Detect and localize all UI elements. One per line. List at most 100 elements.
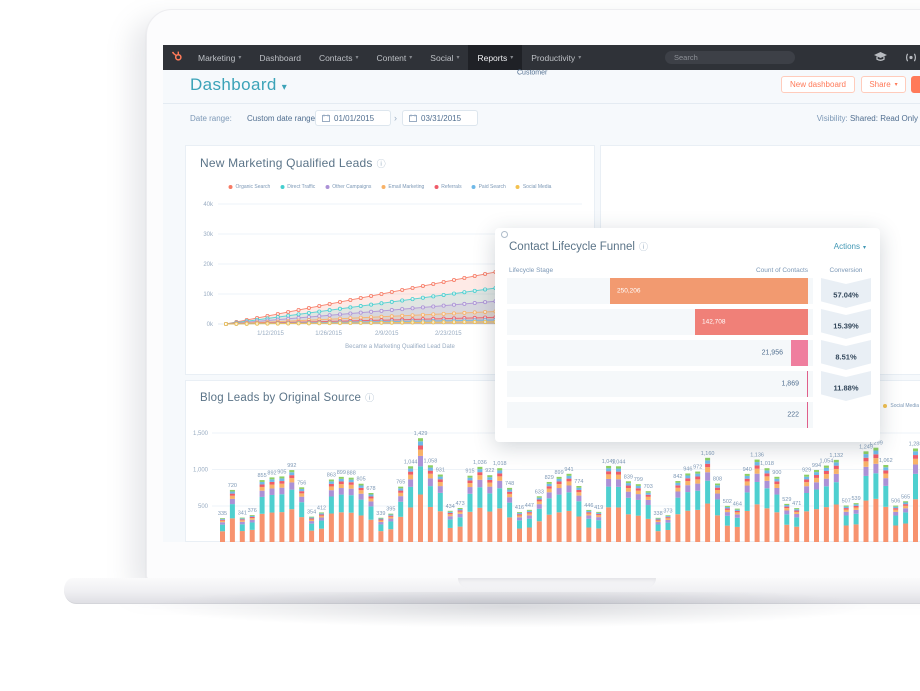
bar-segment (685, 478, 691, 482)
beacon-icon[interactable] (903, 51, 919, 69)
series-marker (348, 305, 353, 310)
nav-item-marketing[interactable]: Marketing ▾ (189, 45, 250, 70)
date-range-preset-dropdown[interactable]: Custom date range▾ (247, 114, 321, 123)
bar-segment (724, 508, 730, 510)
legend-item-organic-search[interactable]: Organic Search (228, 184, 270, 190)
bar-segment (289, 472, 295, 476)
bar-segment (358, 499, 364, 516)
bar-value-label: 929 (802, 468, 811, 474)
funnel-actions-dropdown[interactable]: Actions ▾ (834, 242, 866, 251)
bar-segment (635, 494, 641, 500)
bar-value-label: 1,299 (869, 441, 883, 447)
new-dashboard-button[interactable]: New dashboard (781, 76, 855, 93)
series-marker (420, 312, 425, 317)
info-icon[interactable]: ⓘ (638, 242, 648, 252)
bar-segment (526, 518, 532, 528)
nav-item-contacts[interactable]: Contacts ▾ (310, 45, 368, 70)
bar-segment (348, 479, 354, 483)
legend-item-paid-search[interactable]: Paid Search (471, 184, 506, 190)
bar-segment (319, 520, 324, 529)
legend-item-other-campaigns[interactable]: Other Campaigns (325, 184, 371, 190)
nav-item-productivity[interactable]: Productivity ▾ (522, 45, 590, 70)
bar-segment (259, 486, 265, 491)
card-contact-lifecycle-funnel[interactable]: Contact Lifecycle Funnel ⓘ Actions ▾ Lifec… (495, 45, 880, 442)
visibility-value[interactable]: Shared: Read Only (849, 114, 918, 123)
nav-item-social[interactable]: Social ▾ (421, 45, 468, 70)
bar-value-label: 1,036 (473, 460, 487, 466)
info-icon[interactable]: ⓘ (376, 159, 386, 169)
bar-segment (616, 471, 621, 475)
bar-segment (418, 466, 423, 495)
nav-item-dashboard[interactable]: Dashboard (250, 45, 310, 70)
legend-item-email-marketing[interactable]: Email Marketing (381, 184, 424, 190)
legend-item-social-media[interactable]: Social Media (515, 184, 551, 190)
search-input[interactable] (665, 51, 795, 64)
bar-value-label: 941 (564, 467, 573, 473)
funnel-bar (807, 402, 808, 428)
bar-segment (368, 506, 374, 520)
bar-value-label: 419 (594, 505, 603, 511)
bar-value-label: 720 (228, 483, 237, 489)
bar-segment (576, 485, 582, 488)
bar-segment (754, 504, 760, 542)
series-marker (483, 319, 488, 324)
bar-segment (625, 483, 631, 486)
bar-segment (843, 508, 849, 510)
bar-value-label: 703 (644, 484, 653, 490)
bar-segment (556, 476, 562, 479)
bar-segment (665, 519, 671, 523)
drag-handle-icon[interactable] (501, 231, 508, 238)
bar-segment (229, 518, 235, 542)
bar-segment (378, 524, 384, 532)
legend-label: Direct Traffic (287, 184, 316, 190)
bar-segment (645, 505, 651, 519)
series-marker (306, 306, 311, 311)
primary-action-button[interactable] (911, 76, 920, 93)
bar-segment (279, 483, 285, 488)
bar-segment (685, 481, 691, 486)
bar-segment (883, 467, 889, 471)
hubspot-sprocket-icon[interactable] (172, 49, 183, 67)
bar-value-label: 633 (535, 489, 544, 495)
share-button[interactable]: Share ▾ (861, 76, 906, 93)
bar-value-label: 1,054 (820, 459, 834, 465)
series-marker (400, 298, 405, 303)
bar-segment (358, 487, 364, 491)
bar-segment (546, 486, 552, 489)
info-icon[interactable]: ⓘ (365, 393, 375, 403)
bar-segment (883, 478, 889, 486)
bar-segment (477, 466, 483, 470)
bar-segment (536, 501, 542, 505)
start-date-input[interactable]: 01/01/2015 (315, 110, 391, 126)
bar-segment (705, 457, 711, 461)
end-date-input[interactable]: 03/31/2015 (402, 110, 478, 126)
page-title[interactable]: Dashboard ▾ (190, 75, 287, 95)
bar-segment (477, 507, 483, 542)
bar-segment (239, 531, 245, 542)
legend-item-referrals[interactable]: Referrals (434, 184, 462, 190)
bar-segment (695, 473, 701, 477)
series-marker (337, 321, 342, 326)
nav-item-content[interactable]: Content ▾ (368, 45, 422, 70)
nav-item-reports[interactable]: Reports ▾ (468, 45, 523, 70)
bar-segment (239, 518, 245, 520)
legend-item-direct-traffic[interactable]: Direct Traffic (280, 184, 315, 190)
bar-segment (744, 478, 750, 482)
funnel-col-conversion: Conversion (829, 267, 863, 274)
bar-value-label: 506 (891, 499, 900, 505)
bar-segment (853, 503, 859, 505)
bar-segment (625, 491, 631, 498)
page-title-label: Dashboard (190, 75, 277, 94)
bar-segment (229, 495, 235, 499)
bar-segment (586, 518, 592, 528)
series-marker (451, 278, 456, 283)
y-tick-label: 20k (203, 262, 214, 268)
bar-segment (853, 507, 859, 510)
series-marker (462, 290, 467, 295)
academy-cap-icon[interactable] (873, 51, 888, 69)
legend-dot-icon (515, 185, 520, 189)
bar-segment (655, 524, 661, 532)
bar-value-label: 434 (446, 504, 455, 510)
bar-segment (883, 485, 889, 507)
legend-item-social-media[interactable]: Social Media (883, 403, 919, 409)
